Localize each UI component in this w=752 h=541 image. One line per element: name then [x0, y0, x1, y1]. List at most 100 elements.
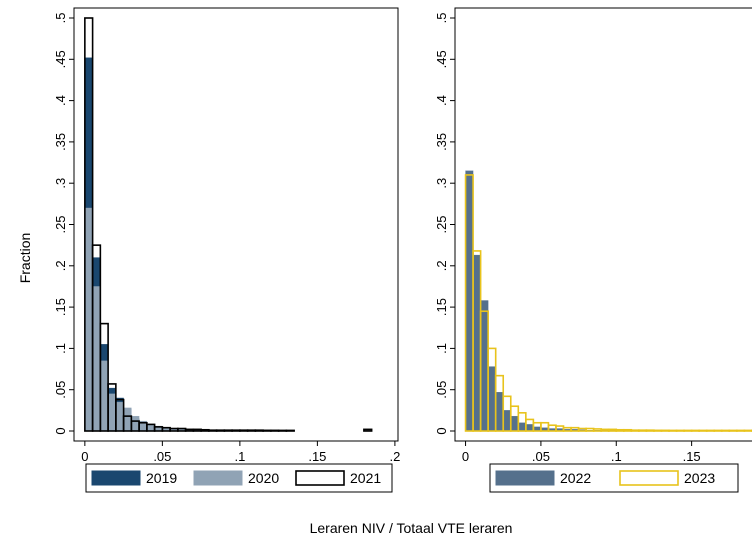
y-tick-label: .4	[53, 95, 68, 106]
bar-2021-bin-24	[270, 429, 280, 432]
y-tick-label: .2	[53, 260, 68, 271]
y-tick-label: .15	[53, 298, 68, 316]
y-tick-label: .1	[53, 343, 68, 354]
bar-2020-bin-6	[131, 415, 140, 432]
bar-2023-bin-21	[623, 428, 633, 432]
bar-2023-bin-36	[736, 429, 746, 432]
x-tick-label: .1	[234, 449, 245, 464]
y-tick-label: .3	[434, 178, 449, 189]
bar-2022-bin-6	[510, 415, 519, 432]
y-tick-label: 0	[53, 427, 68, 434]
bar-2023-bin-33	[713, 429, 723, 432]
y-tick-label: .5	[434, 13, 449, 24]
bar-2021-bin-18	[223, 429, 233, 432]
bar-2022-bin-2	[480, 300, 489, 432]
legend-label-2022: 2022	[560, 470, 591, 486]
bar-2021-bin-4	[115, 398, 125, 432]
bar-2020-bin-0	[84, 207, 93, 432]
bar-2023-bin-34	[720, 429, 731, 432]
bars-group	[464, 170, 752, 432]
y-tick-label: 0	[434, 427, 449, 434]
y-tick-label: .35	[53, 133, 68, 151]
bar-2020-bin-8	[146, 424, 155, 432]
legend-label-2020: 2020	[248, 470, 279, 486]
legend-label-2021: 2021	[350, 470, 381, 486]
bar-2022-bin-7	[518, 422, 526, 432]
y-tick-label: .25	[434, 215, 449, 233]
y-tick-label: .05	[434, 381, 449, 399]
x-tick-label: .1	[611, 449, 622, 464]
y-tick-label: .35	[434, 133, 449, 151]
legend-left: 2019 2020 2021	[85, 463, 393, 493]
y-tick-label: .5	[53, 13, 68, 24]
bar-2021-bin-0	[84, 17, 94, 432]
bar-2023-bin-32	[705, 429, 716, 432]
x-tick-label: .2	[389, 449, 400, 464]
x-tick-label: .05	[153, 449, 171, 464]
bar-2023-bin-37	[743, 429, 752, 432]
bar-2023-bin-24	[645, 429, 655, 432]
bar-2020-bin-1	[92, 286, 101, 432]
legend-key-2020	[193, 470, 243, 486]
bar-2022-bin-0	[465, 170, 474, 432]
bar-2021-bin-16	[208, 429, 218, 432]
bar-2021-bin-21	[246, 429, 257, 432]
bars-group	[84, 17, 373, 432]
bar-2023-bin-26	[660, 429, 670, 432]
x-axis-title: Leraren NIV / Totaal VTE leraren	[310, 520, 513, 536]
bar-2021-bin-17	[215, 429, 226, 432]
plot-frame	[73, 7, 399, 442]
bar-2023-bin-23	[638, 429, 648, 432]
bar-2020-bin-5	[123, 407, 132, 432]
histogram-panel-right: 0.05.1.15.2.25.3.35.4.45.50.05.1.15.2	[434, 7, 752, 464]
y-tick-label: .1	[434, 343, 449, 354]
bar-2020-bin-3	[107, 393, 117, 432]
bar-2023-bin-35	[728, 429, 738, 432]
bar-2021-bin-26	[285, 429, 295, 432]
y-tick-label: .45	[434, 50, 449, 68]
legend-key-2019	[91, 470, 141, 486]
bar-2023-bin-31	[698, 429, 708, 432]
bar-2022-bin-3	[488, 366, 496, 432]
bar-2023-bin-30	[690, 429, 700, 432]
bar-2020-bin-4	[115, 401, 124, 432]
bar-2023-bin-25	[653, 429, 663, 432]
legend-key-2021	[295, 470, 345, 486]
legend-label-2019: 2019	[146, 470, 177, 486]
y-tick-label: .25	[53, 215, 68, 233]
y-tick-label: .05	[53, 381, 68, 399]
bar-2022-bin-1	[472, 254, 481, 432]
legend-key-2023	[619, 470, 679, 486]
y-tick-label: .4	[434, 95, 449, 106]
y-tick-label: .15	[434, 298, 449, 316]
bar-2023-bin-22	[630, 429, 640, 432]
bar-2021-bin-19	[231, 429, 241, 432]
legend-key-2022	[495, 470, 555, 486]
bar-2020-bin-2	[100, 360, 109, 432]
legend-label-2023: 2023	[684, 470, 715, 486]
x-tick-label: .15	[683, 449, 701, 464]
bar-2023-bin-20	[615, 428, 625, 432]
bar-2021-bin-15	[200, 428, 210, 432]
bar-2021-bin-36	[363, 428, 373, 432]
y-tick-label: .3	[53, 178, 68, 189]
bar-2022-bin-4	[495, 392, 504, 432]
bar-2023-bin-29	[683, 429, 693, 432]
bar-2023-bin-27	[668, 429, 678, 432]
y-axis-title: Fraction	[17, 233, 33, 284]
bar-2022-bin-8	[525, 424, 534, 432]
bar-2022-bin-5	[503, 410, 511, 432]
bar-2021-bin-23	[262, 429, 272, 432]
bar-2021-bin-2	[99, 322, 109, 432]
bar-2021-bin-22	[254, 429, 264, 432]
x-tick-label: 0	[81, 449, 88, 464]
x-tick-label: .15	[308, 449, 326, 464]
histogram-panel-left: 0 .05 .1 .15 .2 .25 .3 .35 .4 .45 .5 0 .05 .1 .15 .2	[53, 7, 400, 464]
legend-right: 2022 2023	[489, 463, 739, 493]
bar-2023-bin-28	[675, 429, 685, 432]
plot-frame	[454, 7, 752, 442]
y-tick-label: .45	[53, 50, 68, 68]
bar-2021-bin-20	[239, 429, 249, 432]
y-tick-label: .2	[434, 260, 449, 271]
